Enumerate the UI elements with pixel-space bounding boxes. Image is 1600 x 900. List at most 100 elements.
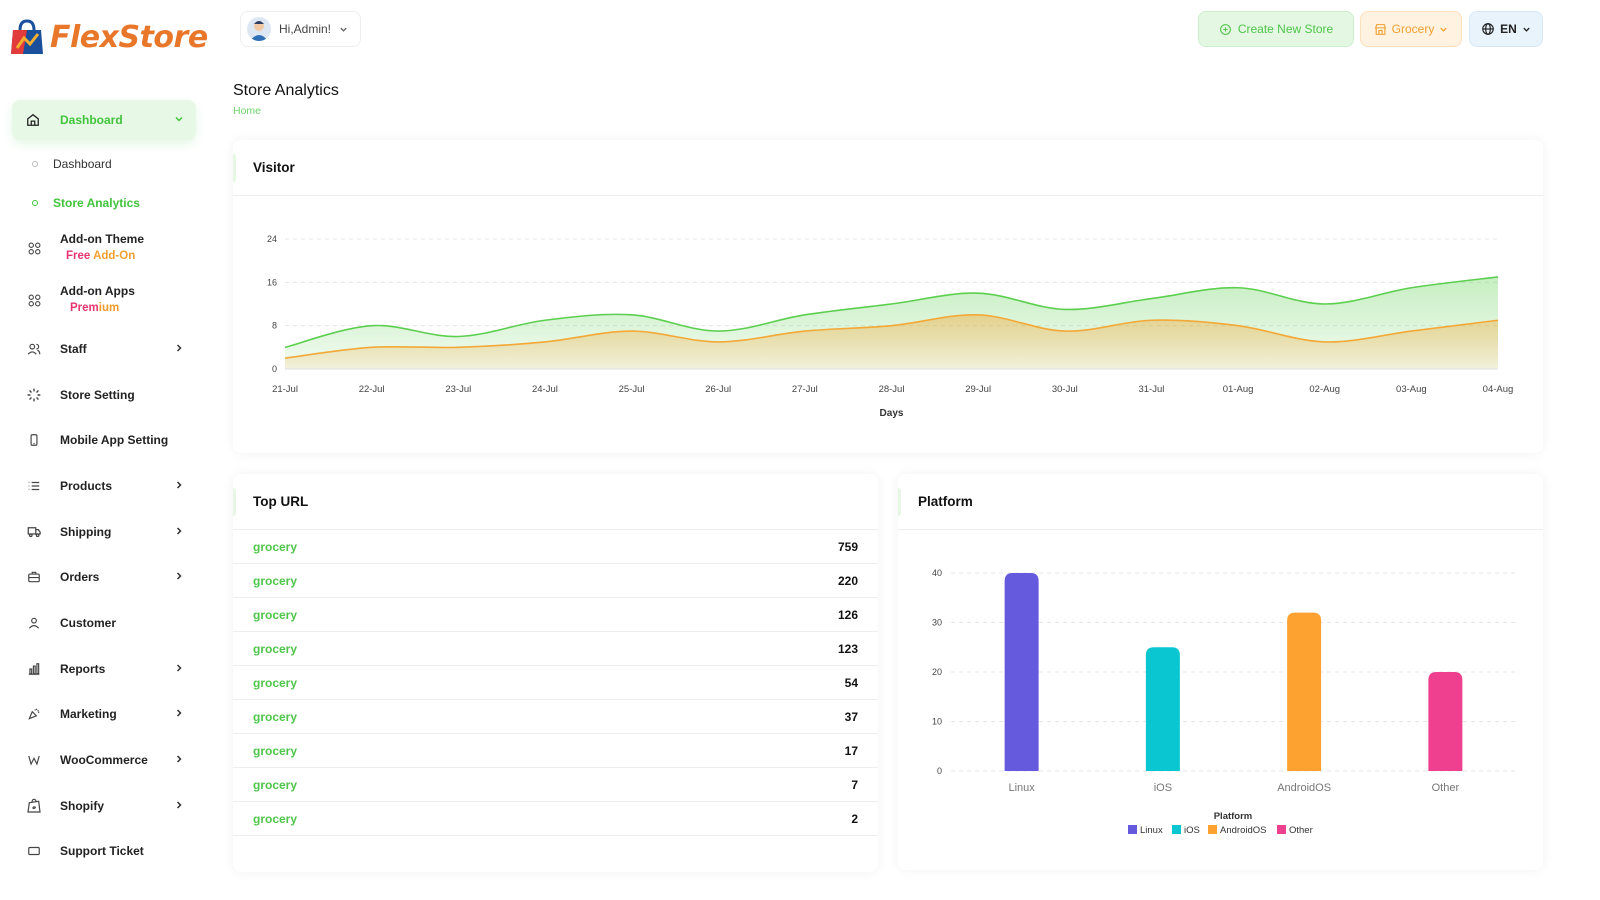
chevron-right-icon	[174, 525, 184, 539]
legend-swatch	[1277, 825, 1286, 834]
x-tick-label: 01-Aug	[1223, 384, 1254, 395]
table-row: grocery 54	[233, 666, 878, 700]
url-link[interactable]: grocery	[253, 641, 298, 656]
legend-entry: AndroidOS	[1220, 825, 1266, 836]
series-area	[285, 314, 1498, 369]
sidebar-item-label: Store Setting	[60, 387, 135, 402]
visitor-area-chart: 0 8 16 24 21-Jul 22-Jul 23-Jul 24-Jul 25-Jul 26-J…	[267, 234, 1514, 419]
chevron-right-icon	[174, 753, 184, 767]
sidebar-item-products[interactable]: Products	[12, 463, 196, 509]
x-tick-label: 27-Jul	[792, 384, 818, 395]
top-url-list: grocery 759 grocery 220 grocery 126 grocery 123…	[233, 530, 878, 836]
sidebar-item-support-ticket[interactable]: Support Ticket	[12, 829, 196, 875]
platform-card: Platform 0 10 20 30 40 Linux iOS AndroidOS Other…	[898, 474, 1543, 870]
url-count: 123	[837, 641, 858, 656]
sidebar-item-orders[interactable]: Orders	[12, 554, 196, 600]
sidebar-item-label: Dashboard	[60, 113, 123, 127]
sidebar-subitem-store-analytics[interactable]: Store Analytics	[12, 183, 196, 222]
badge-text: Prem	[70, 302, 99, 314]
brand-logo[interactable]: FlexStore	[10, 18, 208, 56]
x-tick-label: Linux	[1008, 782, 1035, 794]
x-tick-label: 26-Jul	[705, 384, 731, 395]
breadcrumb[interactable]: Home	[233, 105, 262, 117]
platform-card-title: Platform	[898, 474, 1543, 530]
sidebar-item-label: Support Ticket	[60, 844, 144, 859]
briefcase-icon	[26, 570, 42, 584]
table-row: grocery 17	[233, 734, 878, 768]
language-select-button[interactable]: EN	[1469, 11, 1543, 47]
users-icon	[26, 342, 42, 356]
chevron-right-icon	[174, 570, 184, 584]
sidebar-item-staff[interactable]: Staff	[12, 326, 196, 372]
sidebar-item-customer[interactable]: Customer	[12, 600, 196, 646]
url-link[interactable]: grocery	[253, 539, 298, 554]
x-tick-label: 30-Jul	[1052, 384, 1078, 395]
url-link[interactable]: grocery	[253, 675, 298, 690]
url-link[interactable]: grocery	[253, 811, 298, 826]
sidebar-item-addon-apps[interactable]: Add-on Apps Premium	[12, 274, 196, 326]
chevron-down-icon	[340, 27, 347, 32]
loader-icon	[26, 387, 42, 402]
globe-icon	[1482, 23, 1494, 35]
store-type-label: Grocery	[1391, 22, 1435, 36]
y-tick-label: 40	[932, 568, 942, 578]
x-tick-label: AndroidOS	[1277, 782, 1331, 794]
url-link[interactable]: grocery	[253, 777, 298, 792]
sidebar-item-marketing[interactable]: Marketing	[12, 692, 196, 738]
language-label: EN	[1500, 22, 1517, 36]
table-row: grocery 37	[233, 700, 878, 734]
url-link[interactable]: grocery	[253, 743, 298, 758]
chevron-down-icon	[1523, 27, 1530, 32]
store-icon	[1374, 23, 1386, 35]
legend-entry: Linux	[1140, 825, 1163, 836]
bar-ios	[1145, 647, 1180, 771]
url-link[interactable]: grocery	[253, 573, 298, 588]
user-menu-button[interactable]: Hi,Admin!	[240, 11, 362, 47]
legend-swatch	[1128, 825, 1137, 834]
visitor-card: Visitor 0 8 16 24 21-Jul 22-Jul 23-Jul 24-Jul 25…	[233, 140, 1543, 453]
y-tick-label: 24	[267, 234, 277, 244]
url-count: 7	[851, 777, 858, 792]
avatar	[247, 17, 271, 41]
bar-other	[1428, 672, 1463, 771]
sidebar-item-shipping[interactable]: Shipping	[12, 509, 196, 555]
x-tick-label: 04-Aug	[1483, 384, 1514, 395]
url-count: 17	[844, 743, 858, 758]
sidebar-item-shopify[interactable]: Shopify	[12, 783, 196, 829]
sidebar-item-addon-theme[interactable]: Add-on Theme Free Add-On	[12, 222, 196, 274]
sidebar-item-label: Shopify	[60, 798, 104, 813]
chart-icon	[26, 662, 42, 676]
url-link[interactable]: grocery	[253, 709, 298, 724]
confetti-icon	[26, 707, 42, 721]
x-tick-label: iOS	[1154, 782, 1172, 794]
create-new-store-button[interactable]: Create New Store	[1198, 11, 1354, 47]
x-tick-label: 21-Jul	[272, 384, 298, 395]
woo-icon	[26, 753, 42, 767]
x-axis-label: Days	[880, 408, 904, 419]
ticket-icon	[26, 844, 42, 858]
url-count: 220	[837, 573, 858, 588]
url-link[interactable]: grocery	[253, 607, 298, 622]
sidebar-item-store-setting[interactable]: Store Setting	[12, 372, 196, 418]
sidebar-item-reports[interactable]: Reports	[12, 646, 196, 692]
sidebar-nav: Dashboard Dashboard Store Analytics Add-…	[12, 100, 196, 874]
series-line	[284, 314, 1499, 359]
sidebar-item-label: Add-on Theme	[60, 232, 144, 246]
sidebar-item-dashboard[interactable]: Dashboard	[12, 100, 196, 140]
create-store-label: Create New Store	[1237, 22, 1334, 36]
sidebar-item-label: Marketing	[60, 707, 117, 722]
chevron-right-icon	[174, 662, 184, 676]
y-tick-label: 8	[272, 321, 277, 331]
x-tick-label: 02-Aug	[1309, 384, 1340, 395]
badge-text: ium	[98, 302, 120, 314]
truck-icon	[26, 524, 42, 539]
premium-badge: Premium	[60, 300, 135, 317]
sidebar-item-woocommerce[interactable]: WooCommerce	[12, 737, 196, 783]
store-select-button[interactable]: Grocery	[1360, 11, 1462, 47]
sidebar-subitem-label: Dashboard	[53, 156, 112, 171]
sidebar-item-mobile-app-setting[interactable]: Mobile App Setting	[12, 417, 196, 463]
table-row: grocery 759	[233, 530, 878, 564]
x-tick-label: 31-Jul	[1138, 384, 1164, 395]
sidebar-subitem-dashboard[interactable]: Dashboard	[12, 144, 196, 183]
table-row: grocery 2	[233, 802, 878, 836]
